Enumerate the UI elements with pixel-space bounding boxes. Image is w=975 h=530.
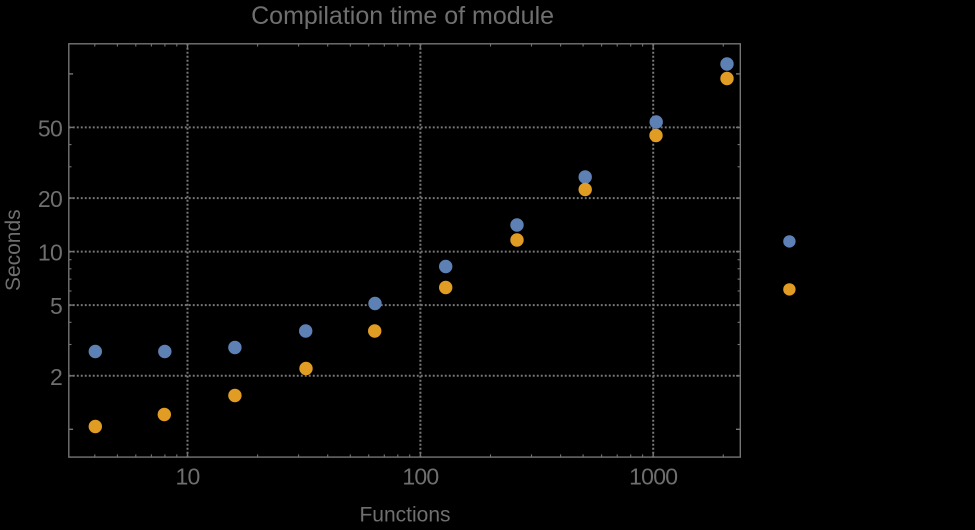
svg-text:2: 2 — [50, 364, 62, 390]
svg-text:50: 50 — [38, 116, 62, 142]
svg-text:5: 5 — [50, 293, 62, 319]
svg-text:100: 100 — [402, 464, 438, 490]
svg-text:Functions: Functions — [359, 504, 450, 525]
svg-text:1000: 1000 — [629, 464, 677, 490]
svg-text:10: 10 — [175, 464, 199, 490]
svg-text:Compilation time of module: Compilation time of module — [251, 2, 554, 30]
svg-text:20: 20 — [38, 186, 62, 212]
svg-text:10: 10 — [38, 240, 62, 266]
svg-text:Seconds: Seconds — [2, 209, 25, 291]
